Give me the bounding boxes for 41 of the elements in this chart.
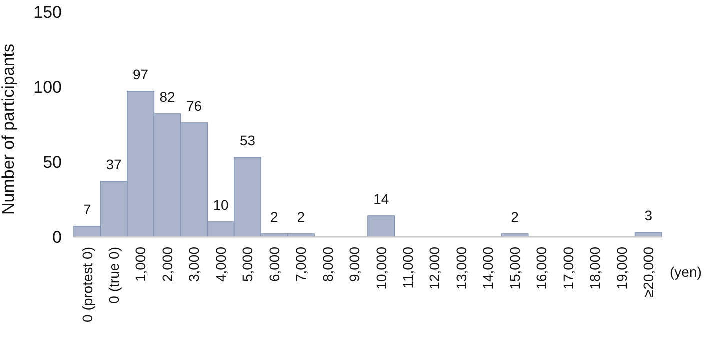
x-tick-label: 1,000 <box>132 246 149 282</box>
x-tick-label: 8,000 <box>320 246 336 282</box>
data-label: 37 <box>106 156 122 172</box>
x-tick-label: ≥20,000 <box>640 246 657 298</box>
data-label: 14 <box>374 191 390 207</box>
data-label: 2 <box>511 209 520 225</box>
y-tick-label: 150 <box>34 2 62 22</box>
x-tick-label: 19,000 <box>614 246 630 290</box>
y-tick-label: 100 <box>34 78 62 97</box>
data-label: 7 <box>83 202 92 218</box>
x-tick-label: 15,000 <box>506 246 523 290</box>
text: (yen) <box>670 264 702 280</box>
data-label: 53 <box>240 132 256 148</box>
x-tick-label: 9,000 <box>346 246 363 282</box>
data-label: 10 <box>213 197 229 213</box>
x-tick-label: 0 (protest 0) <box>79 247 96 322</box>
data-label: 2 <box>297 209 306 225</box>
data-label: 2 <box>270 209 279 225</box>
x-tick-label: 5,000 <box>240 246 256 282</box>
data-label: 3 <box>644 208 653 224</box>
y-axis-title: Number of participants <box>0 44 18 216</box>
y-tick-label: 0 <box>52 228 62 247</box>
x-tick-label: 0 (true 0) <box>106 247 122 304</box>
x-tick-label: 11,000 <box>400 246 416 289</box>
x-tick-label: 3,000 <box>186 246 202 282</box>
x-tick-label: 12,000 <box>426 246 443 290</box>
x-tick-label: 17,000 <box>560 246 576 290</box>
data-label: 82 <box>160 89 176 105</box>
x-tick-label: 14,000 <box>480 246 496 290</box>
x-tick-label: 2,000 <box>159 246 176 282</box>
y-tick-label: 50 <box>43 152 62 172</box>
x-tick-label: 10,000 <box>373 246 390 290</box>
x-tick-label: 13,000 <box>453 246 470 290</box>
x-tick-label: 4,000 <box>212 246 229 282</box>
data-label: 76 <box>186 98 202 114</box>
x-tick-label: 16,000 <box>534 246 550 290</box>
bar <box>368 216 396 238</box>
x-tick-label: 6,000 <box>266 246 282 282</box>
x-tick-label: 18,000 <box>587 246 604 290</box>
x-tick-label: 7,000 <box>293 246 310 282</box>
data-label: 97 <box>133 66 149 82</box>
